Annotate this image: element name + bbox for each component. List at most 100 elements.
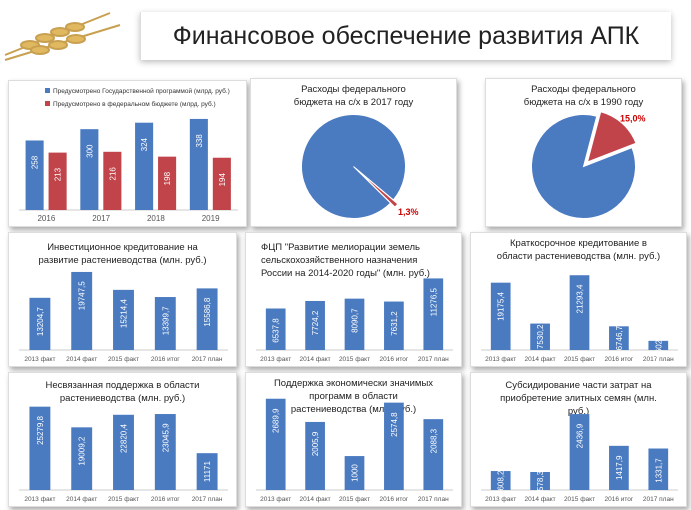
- chart-canvas: 1,3%: [301, 114, 418, 219]
- chart-canvas: 2013 факт 25279,8 2014 факт 19009,2 2015 фак…: [19, 406, 228, 503]
- chart-title: ФЦП "Развитие мелиорации земель сельскох…: [261, 242, 430, 279]
- data-label: 338: [195, 134, 204, 148]
- bar: [648, 448, 669, 490]
- bar: [25, 140, 44, 210]
- data-label: 2689,9: [272, 408, 281, 433]
- unrelated-support-chart: Несвязанная поддержка в области растение…: [8, 372, 237, 507]
- pie-chart-1990: Расходы федерального бюджета на с/х в 19…: [485, 78, 682, 227]
- short-term-credit-chart: Краткосрочное кредитование в области рас…: [470, 232, 687, 367]
- data-label: 19009,2: [78, 436, 87, 465]
- data-label: 2005,9: [311, 431, 320, 456]
- economic-programs-chart: Поддержка экономически значимых программ…: [245, 372, 462, 507]
- x-tick-label: 2018: [147, 214, 165, 223]
- header-banner: Финансовое обеспечение развития АПК: [0, 0, 691, 72]
- bar: [154, 297, 176, 350]
- x-tick-label: 2019: [202, 214, 220, 223]
- data-label: 15214,4: [120, 299, 129, 328]
- x-tick-label: 2013 факт: [24, 496, 55, 503]
- data-label: 578,3: [536, 470, 545, 491]
- data-label: 8090,7: [351, 308, 360, 333]
- data-label: 6746,7: [615, 325, 624, 350]
- data-label: 7724,2: [311, 310, 320, 335]
- chart-canvas: 2013 факт 608,2 2014 факт 578,3 2015 факт 243…: [481, 414, 678, 503]
- x-tick-label: 2015 факт: [564, 356, 595, 363]
- data-label: 19747,5: [78, 281, 87, 310]
- bar: [48, 152, 67, 210]
- data-label: 15,0%: [620, 113, 646, 123]
- bar: [80, 129, 99, 210]
- bar: [29, 406, 51, 490]
- bar: [71, 271, 93, 350]
- bar: [609, 445, 629, 490]
- bar: [305, 421, 325, 490]
- x-tick-label: 2017 план: [192, 496, 223, 503]
- melioration-chart: ФЦП "Развитие мелиорации земель сельскох…: [245, 232, 462, 367]
- bar: [113, 414, 134, 490]
- bar: [265, 398, 286, 490]
- x-tick-label: 2014 факт: [525, 496, 556, 503]
- bar: [344, 298, 365, 350]
- x-tick-label: 2017 план: [418, 356, 449, 363]
- x-tick-label: 2015 факт: [339, 356, 370, 363]
- data-label: 7631,2: [390, 311, 399, 336]
- chart-canvas: 2013 факт 19175,4 2014 факт 7530,2 2015 факт…: [481, 275, 678, 363]
- page-title: Финансовое обеспечение развития АПК: [140, 12, 671, 60]
- x-tick-label: 2016 итог: [605, 356, 634, 363]
- x-tick-label: 2013 факт: [24, 356, 55, 363]
- pie-chart-2017: Расходы федерального бюджета на с/х в 20…: [250, 78, 457, 227]
- bar: [29, 297, 51, 350]
- x-tick-label: 2014 факт: [66, 496, 97, 503]
- x-tick-label: 2013 факт: [260, 356, 291, 363]
- bar: [158, 156, 177, 210]
- chart-canvas: 2013 факт 6537,8 2014 факт 7724,2 2015 факт 8…: [256, 278, 453, 363]
- x-tick-label: 2013 факт: [485, 356, 516, 363]
- chart-canvas: 2016 258 213 2017 300 216 2018 324 198 2019 338 194: [19, 118, 238, 223]
- data-label: 1331,7: [654, 458, 663, 483]
- x-tick-label: 2013 факт: [260, 496, 291, 503]
- x-tick-label: 2015 факт: [564, 496, 595, 503]
- x-tick-label: 2016: [37, 214, 55, 223]
- x-tick-label: 2014 факт: [525, 356, 556, 363]
- bar: [423, 278, 444, 350]
- data-label: 324: [140, 137, 149, 151]
- data-label: 19175,4: [497, 291, 506, 320]
- pie-slice: [357, 170, 399, 208]
- bar: [609, 326, 629, 350]
- data-label: 6537,8: [272, 318, 281, 343]
- bar: [189, 118, 208, 210]
- data-label: 1000: [351, 464, 360, 482]
- data-label: 1417,9: [615, 455, 624, 480]
- bar: [490, 471, 511, 490]
- chart-title: Несвязанная поддержка в области растение…: [45, 380, 200, 404]
- bar: [265, 308, 286, 350]
- bar: [103, 151, 122, 210]
- chart-canvas: 2013 факт 13204,7 2014 факт 19747,5 2015 фак…: [19, 271, 228, 363]
- data-label: 2574,8: [390, 412, 399, 437]
- bar: [490, 282, 511, 350]
- chart-title: Поддержка экономически значимых программ…: [273, 378, 434, 415]
- data-label: 198: [163, 171, 172, 185]
- bar: [569, 414, 590, 490]
- bar: [196, 288, 218, 350]
- data-label: 25279,8: [36, 415, 45, 444]
- pie-slice: [586, 111, 637, 163]
- bar: [648, 340, 669, 350]
- chart-canvas: 2013 факт 2689,9 2014 факт 2005,9 2015 факт 1…: [256, 398, 453, 503]
- budget-bar-chart: Предусмотрено Государственной программой…: [8, 80, 247, 227]
- data-label: 13204,7: [36, 307, 45, 336]
- investment-credit-chart: Инвестиционное кредитование на развитие …: [8, 232, 237, 367]
- bar: [212, 157, 231, 210]
- x-tick-label: 2014 факт: [300, 496, 331, 503]
- elite-seeds-chart: Субсидирование части затрат на приобрете…: [470, 372, 687, 507]
- data-label: 13399,7: [161, 306, 170, 335]
- bar: [113, 289, 134, 350]
- bar: [135, 122, 154, 210]
- x-tick-label: 2013 факт: [485, 496, 516, 503]
- x-tick-label: 2017 план: [192, 356, 223, 363]
- data-label: 11276,5: [429, 288, 438, 317]
- x-tick-label: 2016 итог: [380, 356, 409, 363]
- bar: [530, 471, 550, 490]
- x-tick-label: 2016 итог: [605, 496, 634, 503]
- x-tick-label: 2014 факт: [66, 356, 97, 363]
- data-label: 608,2: [497, 470, 506, 491]
